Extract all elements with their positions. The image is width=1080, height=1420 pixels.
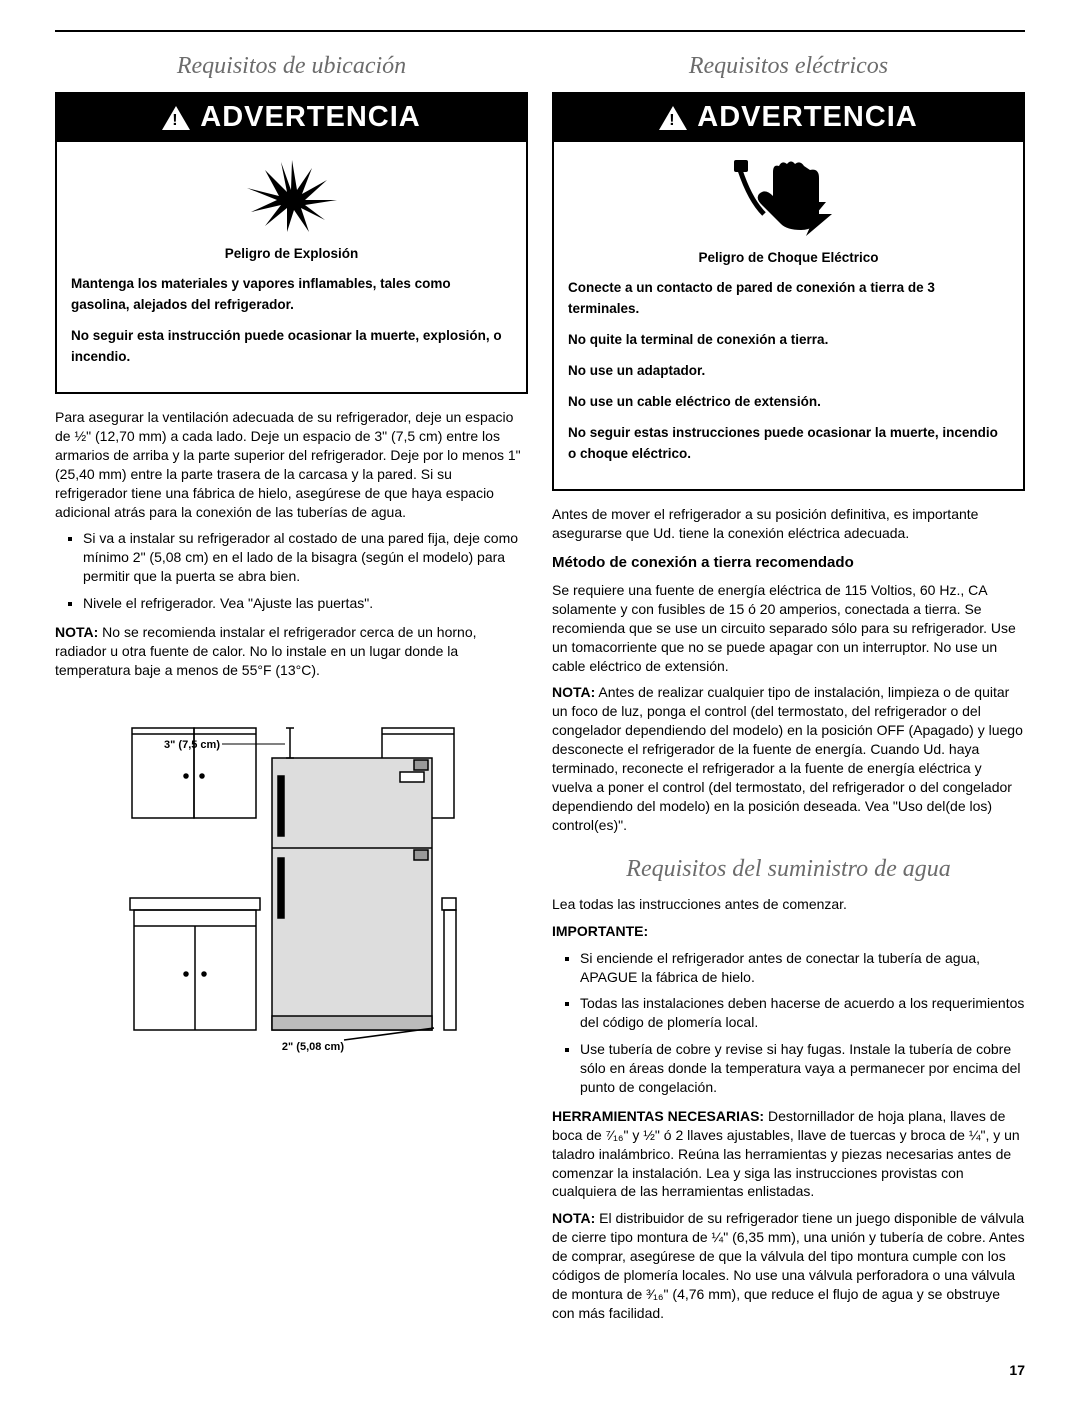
warning-header-text: ADVERTENCIA <box>697 98 917 137</box>
two-column-layout: Requisitos de ubicación ADVERTENCIA Peli… <box>55 44 1025 1331</box>
figure-label-bottom: 2" (5,08 cm) <box>281 1041 343 1053</box>
hazard-title: Peligro de Explosión <box>71 244 512 265</box>
warning-triangle-icon <box>659 106 687 130</box>
clearance-figure: 3" (7,5 cm) 2" (5,08 cm) <box>55 698 528 1068</box>
list-item: Use tubería de cobre y revise si hay fug… <box>580 1040 1025 1097</box>
bullet-list-left: Si va a instalar su refrigerador al cost… <box>55 529 528 613</box>
warning-p3: No use un adaptador. <box>568 361 1009 382</box>
para1: Para asegurar la ventilación adecuada de… <box>55 408 528 521</box>
nota-text: No se recomienda instalar el refrigerado… <box>55 624 477 678</box>
hazard-title: Peligro de Choque Eléctrico <box>568 248 1009 269</box>
warning-header-text: ADVERTENCIA <box>200 98 420 137</box>
list-item: Nivele el refrigerador. Vea "Ajuste las … <box>83 594 528 613</box>
para-read-all: Lea todas las instrucciones antes de com… <box>552 895 1025 914</box>
grounding-subhead: Método de conexión a tierra recomendado <box>552 553 1025 573</box>
nota-label: NOTA: <box>552 1210 595 1226</box>
left-column: Requisitos de ubicación ADVERTENCIA Peli… <box>55 44 528 1331</box>
body-text-left: Para asegurar la ventilación adecuada de… <box>55 408 528 680</box>
warning-box-shock: ADVERTENCIA Peligro de Choque Elé <box>552 92 1025 491</box>
figure-label-top: 3" (7,5 cm) <box>164 739 220 751</box>
nota2: NOTA: El distribuidor de su refrigerador… <box>552 1209 1025 1322</box>
right-column: Requisitos eléctricos ADVERTENCIA <box>552 44 1025 1331</box>
warning-p1: Mantenga los materiales y vapores inflam… <box>71 274 512 316</box>
para-before-connect: Antes de mover el refrigerador a su posi… <box>552 505 1025 543</box>
shock-icon <box>554 142 1023 248</box>
section-title-water: Requisitos del suministro de agua <box>552 853 1025 885</box>
warning-p2: No seguir esta instrucción puede ocasion… <box>71 326 512 368</box>
nota-text: El distribuidor de su refrigerador tiene… <box>552 1210 1025 1320</box>
section-title-electrical: Requisitos eléctricos <box>552 50 1025 82</box>
warning-p2: No quite la terminal de conexión a tierr… <box>568 330 1009 351</box>
list-item: Si enciende el refrigerador antes de con… <box>580 949 1025 987</box>
page-number: 17 <box>55 1361 1025 1380</box>
warning-box-explosion: ADVERTENCIA Peligro de Explosión Manteng… <box>55 92 528 394</box>
list-item: Si va a instalar su refrigerador al cost… <box>83 529 528 586</box>
body-text-right: Antes de mover el refrigerador a su posi… <box>552 505 1025 835</box>
tools-para: HERRAMIENTAS NECESARIAS: Destornillador … <box>552 1107 1025 1201</box>
warning-p5: No seguir estas instrucciones puede ocas… <box>568 423 1009 465</box>
nota1: NOTA: Antes de realizar cualquier tipo d… <box>552 683 1025 834</box>
tools-label: HERRAMIENTAS NECESARIAS: <box>552 1108 764 1124</box>
warning-header: ADVERTENCIA <box>554 94 1023 141</box>
warning-triangle-icon <box>162 106 190 130</box>
nota-label: NOTA: <box>552 684 595 700</box>
nota-left: NOTA: No se recomienda instalar el refri… <box>55 623 528 680</box>
top-rule <box>55 30 1025 32</box>
explosion-icon <box>57 142 526 244</box>
nota-text: Antes de realizar cualquier tipo de inst… <box>552 684 1023 832</box>
bullet-list-water: Si enciende el refrigerador antes de con… <box>552 949 1025 1097</box>
warning-p1: Conecte a un contacto de pared de conexi… <box>568 278 1009 320</box>
warning-header: ADVERTENCIA <box>57 94 526 141</box>
warning-p4: No use un cable eléctrico de extensión. <box>568 392 1009 413</box>
para-power: Se requiere una fuente de energía eléctr… <box>552 581 1025 675</box>
warning-body: Peligro de Explosión Mantenga los materi… <box>57 244 526 393</box>
section-title-location: Requisitos de ubicación <box>55 50 528 82</box>
warning-body: Peligro de Choque Eléctrico Conecte a un… <box>554 248 1023 489</box>
importante-label: IMPORTANTE: <box>552 922 1025 941</box>
list-item: Todas las instalaciones deben hacerse de… <box>580 994 1025 1032</box>
nota-label: NOTA: <box>55 624 98 640</box>
body-text-water: Lea todas las instrucciones antes de com… <box>552 895 1025 1323</box>
